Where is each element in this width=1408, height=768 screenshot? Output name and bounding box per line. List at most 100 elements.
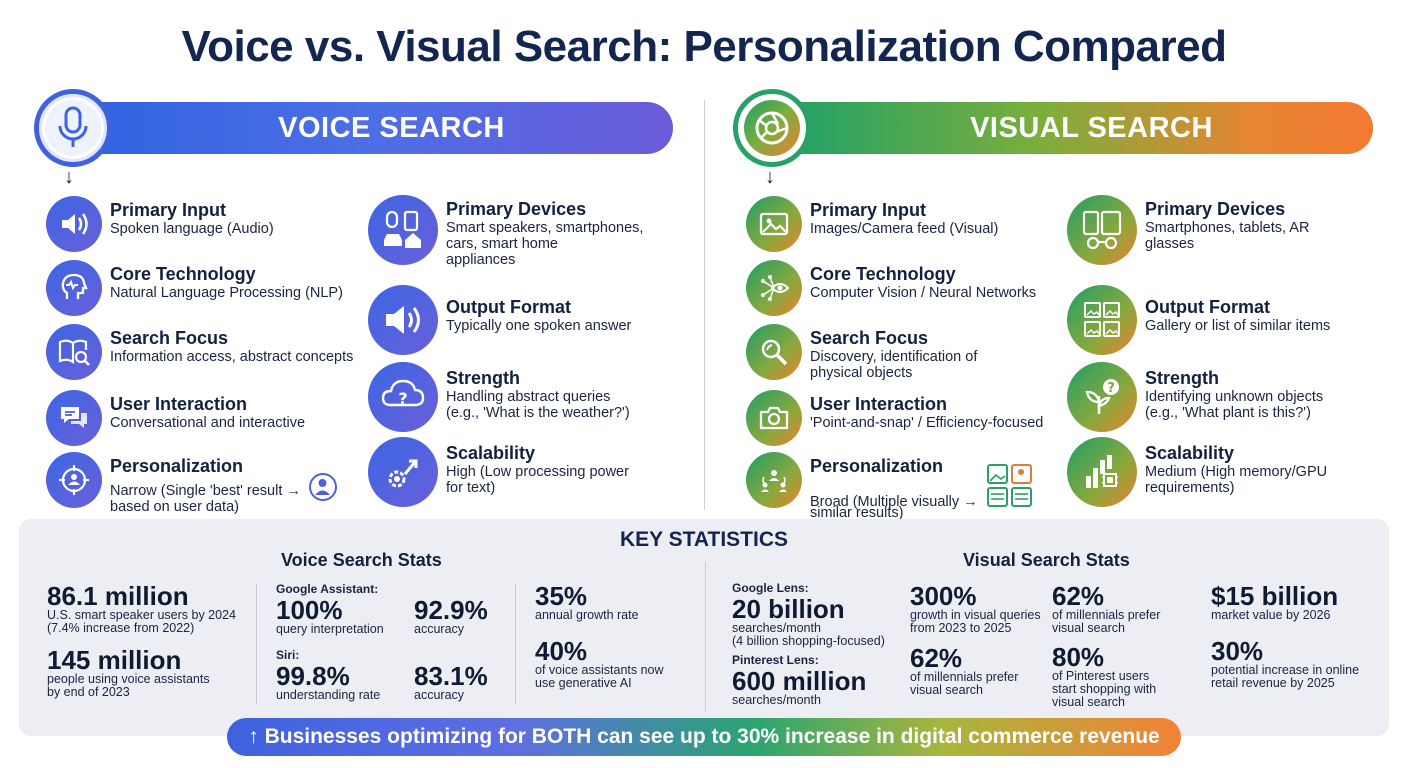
speaker-icon [368,285,438,355]
item-label: Output Format [446,297,571,317]
stats-divider [256,584,257,704]
camera-icon [746,390,802,446]
stats-divider [705,562,706,712]
arrow-down-icon: ↓ [765,166,775,188]
item-label: Search Focus [110,328,229,348]
item-desc: Smart speakers, smartphones, [446,220,644,236]
key-statistics-title: KEY STATISTICS [619,528,789,551]
stat-siri-understanding: 99.8% understanding rate [276,663,380,702]
item-desc: Natural Language Processing (NLP) [110,285,343,301]
item-desc: Medium (High memory/GPU [1145,464,1328,480]
item-desc: Narrow (Single 'best' result → [110,483,301,499]
stat-desc: accuracy [414,622,465,636]
stat-desc: market value by 2026 [1211,608,1331,622]
item-desc: Discovery, identification of [810,349,978,365]
item-desc: Spoken language (Audio) [110,221,274,237]
stat-desc: of millennials prefer [1052,608,1161,622]
voice-primary-input: Primary Input Spoken language (Audio) [46,196,274,252]
stat-value: 83.1% [414,661,488,691]
microphone-icon [34,89,112,167]
stat-desc: searches/month [732,621,821,635]
voice-stats-title: Voice Search Stats [281,550,442,570]
google-lens-label: Google Lens: [732,581,809,595]
item-desc: 'Point-and-snap' / Efficiency-focused [810,415,1044,431]
stat-value: 99.8% [276,661,350,691]
stat-pinterest-users: 80% of Pinterest users start shopping wi… [1052,644,1156,709]
stat-desc: of voice assistants now [535,663,664,677]
item-desc: Broad (Multiple visually → [810,494,978,510]
stat-google-lens: 20 billion searches/month (4 billion sho… [732,596,885,648]
item-desc: Gallery or list of similar items [1145,318,1331,334]
stat-value: 35% [535,581,588,611]
item-desc: appliances [446,252,516,268]
user-circle-icon [308,473,337,501]
bottom-callout-banner: ↑ Businesses optimizing for BOTH can see… [227,718,1181,756]
stat-annual-growth: 35% annual growth rate [535,583,639,622]
stat-desc: visual search [1052,695,1125,709]
item-label: Scalability [446,443,536,463]
item-label: Personalization [110,456,244,476]
visual-user-interaction: User Interaction 'Point-and-snap' / Effic… [746,390,1043,446]
visual-primary-input: Primary Input Images/Camera feed (Visual) [746,196,998,252]
item-desc: Typically one spoken answer [446,318,632,334]
stat-ga-accuracy: 92.9% accuracy [414,597,488,636]
stat-desc: annual growth rate [535,608,639,622]
stat-value: 80% [1052,642,1105,672]
item-label: Scalability [1145,443,1235,463]
voice-primary-devices: Primary Devices Smart speakers, smartphon… [368,195,643,268]
item-desc: Images/Camera feed (Visual) [810,221,999,237]
stats-divider [515,584,516,704]
bar-chip-icon [1067,437,1137,507]
group-users-icon [746,452,802,508]
camera-aperture-icon [733,89,811,167]
item-desc: glasses [1145,236,1195,252]
visual-stats-title: Visual Search Stats [963,550,1130,570]
stat-value: 100% [276,595,343,625]
visual-banner-label: VISUAL SEARCH [970,111,1213,144]
stat-desc: of millennials prefer [910,670,1019,684]
item-desc: Information access, abstract concepts [110,349,354,365]
item-label: Core Technology [110,264,256,284]
item-label: Strength [1145,368,1219,388]
visual-core-technology: Core Technology Computer Vision / Neural … [746,260,1036,316]
item-desc: for text) [446,480,496,496]
item-desc: Computer Vision / Neural Networks [810,285,1037,301]
item-label: Primary Devices [1145,199,1286,219]
voice-output-format: Output Format Typically one spoken answer [368,285,631,355]
head-brainwave-icon [46,260,102,316]
stat-millennials: 62% of millennials prefer visual search [1052,583,1160,635]
stat-desc: start shopping with [1052,682,1157,696]
stat-value: 600 million [732,666,867,696]
stat-visual-query-growth: 300% growth in visual queries from 2023 … [910,583,1041,635]
item-desc: Identifying unknown objects [1145,389,1324,405]
voice-banner-label: VOICE SEARCH [278,111,505,144]
visual-output-format: Output Format Gallery or list of similar … [1067,285,1330,355]
visual-strength: ? Strength Identifying unknown objects (e.… [1067,362,1323,432]
stat-ga-interpretation: 100% query interpretation [276,597,384,636]
stat-value: 20 billion [732,594,845,624]
results-grid-icon [986,463,1034,513]
stat-desc: understanding rate [276,688,381,702]
stat-value: 62% [910,643,963,673]
stat-desc: (4 billion shopping-focused) [732,634,885,648]
stat-desc: of Pinterest users [1052,669,1150,683]
arrow-down-icon: ↓ [64,166,74,188]
stat-value: $15 billion [1211,581,1339,611]
visual-search-banner: VISUAL SEARCH [770,102,1373,154]
voice-personalization: Personalization Narrow (Single 'best' re… [46,452,337,515]
item-label: Personalization [810,456,944,476]
stat-value: 300% [910,581,977,611]
stat-generative-ai: 40% of voice assistants now use generati… [535,638,664,690]
stat-value: 145 million [47,645,182,675]
visual-personalization: Personalization Broad (Multiple visually… [746,452,1034,521]
stat-desc: accuracy [414,688,465,702]
item-desc: High (Low processing power [446,464,629,480]
magnifier-icon [746,324,802,380]
stat-desc: retail revenue by 2025 [1211,676,1335,690]
item-desc: Handling abstract queries [446,389,611,405]
stat-desc: query interpretation [276,622,384,636]
stat-desc: use generative AI [535,676,632,690]
plant-question-icon: ? [1067,362,1137,432]
item-desc: physical objects [810,365,913,381]
visual-primary-devices: Primary Devices Smartphones, tablets, AR g… [1067,195,1309,265]
